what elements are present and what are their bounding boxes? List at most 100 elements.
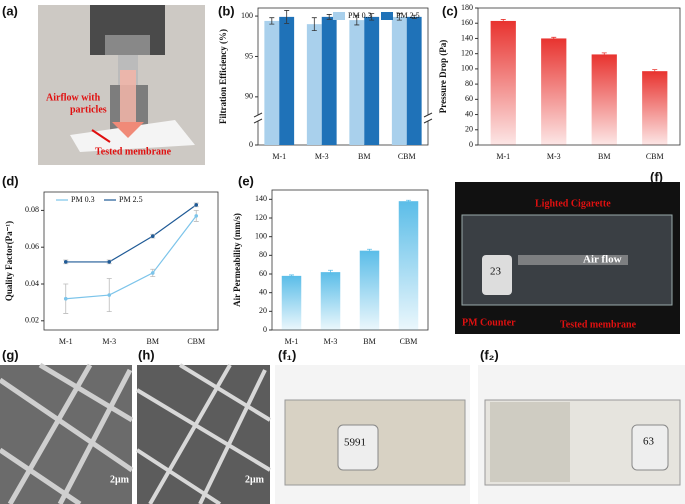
- error-bar: [311, 17, 317, 32]
- legend-label: PM 0.3: [348, 11, 372, 20]
- panel-label: (e): [238, 173, 254, 188]
- y-tick-label: 90: [245, 92, 253, 101]
- bar: [541, 38, 567, 145]
- line: [65, 215, 197, 300]
- x-tick-label: M-3: [102, 337, 116, 346]
- bar: [406, 16, 422, 146]
- y-tick-label: 80: [259, 250, 267, 259]
- legend-swatch: [381, 12, 393, 20]
- y-tick-label: 40: [465, 109, 473, 118]
- scale-bar: 2μm: [110, 474, 130, 485]
- x-tick-label: BM: [358, 152, 370, 161]
- y-tick-label: 120: [461, 48, 473, 57]
- panel-label: (f₁): [278, 347, 296, 362]
- marker: [107, 293, 112, 297]
- y-tick-label: 20: [465, 125, 473, 134]
- photo-text: Airflow with: [46, 92, 101, 103]
- photo-f1: 5991: [275, 365, 470, 504]
- marker: [150, 234, 155, 238]
- x-tick-label: M-1: [272, 152, 286, 161]
- x-tick-label: M-1: [496, 152, 510, 161]
- y-tick-label: 0.08: [25, 205, 39, 214]
- bar: [320, 272, 341, 330]
- photo-text: 23: [490, 266, 502, 278]
- photo-text: Lighted Cigarette: [535, 198, 611, 209]
- y-tick-label: 0: [263, 325, 267, 334]
- axis-break: [423, 118, 433, 124]
- axis-break: [253, 118, 263, 124]
- photo-text: particles: [70, 104, 107, 115]
- y-tick-label: 20: [259, 306, 267, 315]
- legend-label: PM 0.3: [71, 195, 95, 204]
- x-tick-label: BM: [147, 337, 159, 346]
- error-bar: [367, 248, 372, 253]
- bar: [281, 275, 302, 330]
- bar: [490, 20, 516, 145]
- error-bar: [411, 14, 417, 19]
- panel-label: (d): [2, 173, 19, 188]
- panel-label: (f₂): [480, 347, 499, 362]
- bar: [306, 24, 322, 145]
- bar: [391, 16, 407, 146]
- error-bar: [500, 19, 506, 23]
- photo-f2: 63: [478, 365, 685, 504]
- x-tick-label: CBM: [400, 337, 418, 346]
- y-tick-label: 100: [241, 11, 253, 20]
- y-tick-label: 60: [259, 269, 267, 278]
- plot-frame: [271, 189, 429, 331]
- x-tick-label: CBM: [646, 152, 664, 161]
- y-tick-label: 0: [469, 140, 473, 149]
- marker: [194, 203, 199, 207]
- bar: [364, 16, 380, 146]
- panel-label: (g): [2, 347, 19, 362]
- y-tick-label: 95: [245, 51, 253, 60]
- error-bar: [328, 269, 333, 275]
- y-tick-label: 160: [461, 18, 473, 27]
- bar: [264, 20, 280, 145]
- photo-text: Tested membrane: [95, 146, 172, 157]
- photo-text: PM Counter: [462, 317, 516, 328]
- y-tick-label: 140: [255, 194, 267, 203]
- error-bar: [551, 36, 557, 40]
- error-bar: [326, 14, 332, 20]
- y-tick-label: 100: [255, 231, 267, 240]
- legend-label: PM 2.5: [119, 195, 143, 204]
- plot-frame: [257, 7, 429, 146]
- bar: [321, 16, 337, 146]
- bar: [642, 71, 668, 145]
- x-tick-label: M-3: [324, 337, 338, 346]
- bar: [359, 250, 380, 330]
- y-tick-label: 60: [465, 94, 473, 103]
- axis-break: [254, 115, 432, 121]
- scale-bar: 2μm: [245, 474, 265, 485]
- x-tick-label: M-1: [285, 337, 299, 346]
- marker: [194, 214, 199, 218]
- panel-label: (h): [138, 347, 155, 362]
- bar: [398, 201, 419, 330]
- error-bar: [601, 52, 607, 57]
- y-axis-label: Quality Factor(Pa⁻¹): [4, 221, 14, 301]
- x-tick-label: BM: [363, 337, 375, 346]
- bar: [279, 16, 295, 146]
- panel-label: (b): [218, 3, 235, 18]
- plot-frame: [477, 7, 681, 146]
- legend-label: PM 2.5: [396, 11, 420, 20]
- y-tick-label: 140: [461, 33, 473, 42]
- bar: [349, 20, 365, 145]
- error-bar: [406, 199, 411, 203]
- y-tick-label: 0.04: [25, 279, 39, 288]
- y-tick-label: 100: [461, 64, 473, 73]
- axis-break: [253, 112, 263, 118]
- photo-a: Airflow with particles Tested membrane: [38, 5, 205, 165]
- sem-g: 2μm: [0, 362, 134, 504]
- y-tick-label: 120: [255, 213, 267, 222]
- y-tick-label: 80: [465, 79, 473, 88]
- error-bar: [652, 69, 658, 74]
- x-tick-label: CBM: [398, 152, 416, 161]
- marker: [63, 260, 68, 264]
- marker: [150, 271, 155, 275]
- panel-label: (c): [442, 3, 458, 18]
- error-bar: [354, 14, 360, 26]
- y-tick-label: 0: [249, 140, 253, 149]
